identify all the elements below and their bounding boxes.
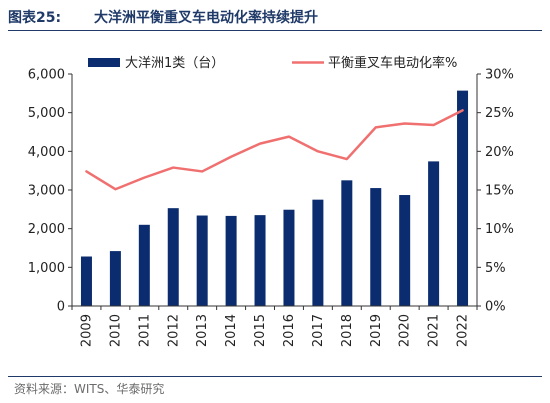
x-tick-label: 2014 (224, 314, 239, 347)
bars-layer (80, 90, 469, 306)
bar-2022 (457, 90, 469, 306)
y-right-tick-label: 0% (485, 300, 506, 315)
y-left-tick-label: 6,000 (28, 68, 65, 83)
bar-2009 (80, 256, 92, 306)
bar-2011 (138, 224, 150, 306)
y-left-tick-label: 1,000 (28, 261, 65, 276)
x-tick-label: 2017 (311, 314, 326, 347)
y-right-tick-label: 20% (485, 145, 514, 160)
source-note: 资料来源：WITS、华泰研究 (14, 382, 165, 396)
bar-2012 (167, 208, 179, 306)
y-right-tick-label: 10% (485, 222, 514, 237)
x-tick-label: 2013 (195, 314, 210, 347)
y-left-tick-label: 4,000 (28, 145, 65, 160)
x-tick-label: 2020 (398, 314, 413, 347)
bar-2016 (283, 209, 295, 306)
legend-line-label: 平衡重叉车电动化率% (328, 55, 457, 71)
x-tick-label: 2018 (340, 314, 355, 347)
y-left-tick-label: 5,000 (28, 106, 65, 121)
bar-2021 (428, 161, 440, 306)
bar-2014 (225, 215, 237, 306)
bar-2010 (109, 251, 121, 306)
legend-bar-swatch (88, 58, 120, 67)
x-tick-label: 2015 (253, 314, 268, 347)
bar-2015 (254, 215, 266, 306)
bar-2020 (399, 195, 411, 306)
y-left-tick-label: 2,000 (28, 222, 65, 237)
bar-2019 (370, 188, 382, 306)
footer-divider (8, 376, 542, 377)
bar-2013 (196, 215, 208, 306)
bar-2018 (341, 180, 353, 306)
x-tick-label: 2012 (166, 314, 181, 347)
x-tick-label: 2019 (369, 314, 384, 347)
line-layer (85, 109, 464, 191)
bar-2017 (312, 199, 324, 306)
electrification-rate-line (85, 109, 464, 191)
y-right-tick-label: 30% (485, 68, 514, 83)
figure-label: 图表25: (8, 10, 62, 26)
x-tick-label: 2016 (282, 314, 297, 347)
figure-header: 图表25: 大洋洲平衡重叉车电动化率持续提升 (8, 4, 542, 31)
y-right-tick-label: 15% (485, 184, 514, 199)
x-tick-label: 2010 (108, 314, 123, 347)
x-tick-label: 2009 (79, 314, 94, 347)
legend: 大洋洲1类（台） 平衡重叉车电动化率% (88, 55, 457, 71)
x-tick-label: 2022 (456, 314, 471, 347)
y-left-tick-label: 3,000 (28, 184, 65, 199)
legend-bar-label: 大洋洲1类（台） (125, 56, 224, 71)
y-right-tick-label: 5% (485, 261, 506, 276)
y-left-tick-label: 0 (57, 300, 65, 315)
axes-layer: 0 1,000 2,000 3,000 4,000 5,000 6,000 0% 5% 10% 15… (28, 68, 514, 348)
x-tick-label: 2011 (137, 314, 152, 347)
y-right-tick-label: 25% (485, 106, 514, 121)
figure-title: 大洋洲平衡重叉车电动化率持续提升 (94, 10, 318, 26)
x-tick-label: 2021 (427, 314, 442, 347)
